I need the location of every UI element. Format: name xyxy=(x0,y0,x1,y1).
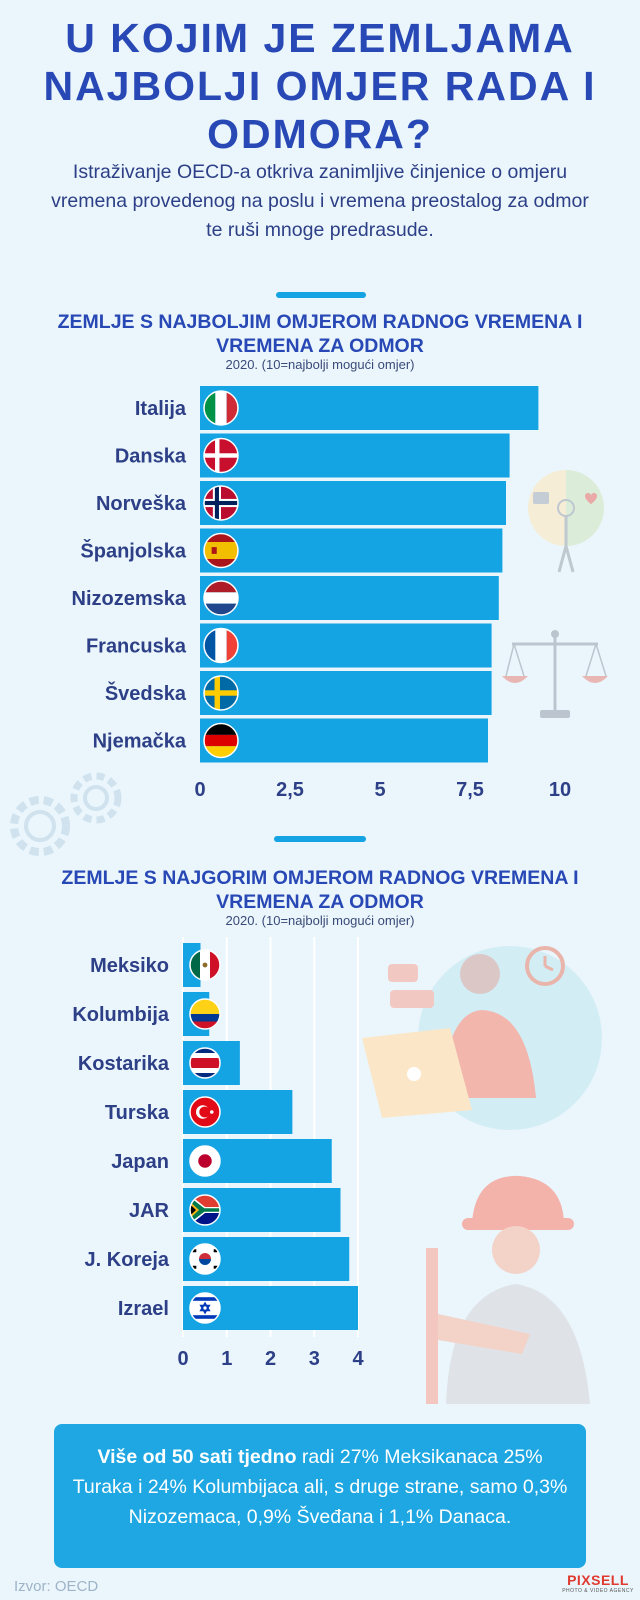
logo-tagline: PHOTO & VIDEO AGENCY xyxy=(562,1588,634,1594)
bottom-fact-text: radi 27% Meksikanaca 25% Turaka i 24% Ko… xyxy=(72,1446,568,1528)
chart2-subtitle: 2020. (10=najbolji mogući omjer) xyxy=(225,913,415,928)
flag-de-icon xyxy=(204,723,238,758)
category-label: Nizozemska xyxy=(72,588,187,610)
flag-it-icon xyxy=(204,391,238,425)
flag-kr-icon xyxy=(190,1244,220,1274)
chart2-title: ZEMLJE S NAJGORIM OMJEROM RADNOG VREMENA… xyxy=(61,867,579,913)
flag-nl-icon xyxy=(204,581,238,615)
category-label: Italija xyxy=(135,398,187,420)
x-tick-label: 0 xyxy=(177,1348,188,1370)
category-label: Kostarika xyxy=(78,1053,170,1075)
x-tick-label: 1 xyxy=(221,1348,232,1370)
bottom-fact-box: Više od 50 sati tjedno radi 27% Meksikan… xyxy=(54,1424,586,1568)
source-label: Izvor: OECD xyxy=(14,1578,99,1595)
worst-ratio-chart: Meksiko Kolumbija Kostarika Turska Japan JAR J… xyxy=(72,937,364,1370)
flag-jp-icon xyxy=(190,1146,220,1176)
worker-laptop-illustration xyxy=(362,946,602,1130)
bottom-fact-bold: Više od 50 sati tjedno xyxy=(97,1446,297,1468)
category-label: Španjolska xyxy=(80,539,186,563)
category-label: Francuska xyxy=(86,636,187,658)
chart1-subtitle: 2020. (10=najbolji mogući omjer) xyxy=(225,357,415,372)
best-ratio-chart: Italija Danska Norveška Španjolska Nizozemsk… xyxy=(72,386,571,801)
gears-illustration xyxy=(10,772,122,856)
flag-co-icon xyxy=(190,999,220,1029)
flag-tr-icon xyxy=(190,1097,220,1127)
bar-nl xyxy=(200,576,499,620)
bar-es xyxy=(200,528,503,573)
category-label: Švedska xyxy=(105,681,187,705)
flag-il-icon xyxy=(190,1293,220,1323)
x-tick-label: 10 xyxy=(549,779,571,801)
x-tick-label: 0 xyxy=(194,779,205,801)
flag-es-icon xyxy=(204,533,238,568)
divider-middle xyxy=(274,836,366,842)
category-label: J. Koreja xyxy=(85,1249,170,1271)
x-tick-label: 2,5 xyxy=(276,779,304,801)
x-tick-label: 2 xyxy=(265,1348,276,1370)
flag-se-icon xyxy=(204,676,238,710)
x-tick-label: 5 xyxy=(374,779,385,801)
scales-illustration xyxy=(502,630,608,718)
category-label: JAR xyxy=(129,1200,170,1222)
category-label: Izrael xyxy=(118,1298,169,1320)
person-balance-illustration xyxy=(528,470,604,573)
category-label: Kolumbija xyxy=(72,1004,170,1026)
x-tick-label: 4 xyxy=(352,1348,364,1370)
flag-cr-icon xyxy=(190,1048,220,1078)
builder-illustration xyxy=(426,1175,590,1404)
bar-de xyxy=(200,718,488,763)
flag-za-icon xyxy=(190,1195,220,1225)
bar-se xyxy=(200,671,492,715)
category-label: Njemačka xyxy=(93,731,187,753)
bar-no xyxy=(200,481,506,525)
chart1-title: ZEMLJE S NAJBOLJIM OMJEROM RADNOG VREMEN… xyxy=(57,311,583,357)
logo-brand: PIXSELL xyxy=(567,1572,629,1588)
bar-it xyxy=(200,386,539,430)
flag-mx-icon xyxy=(190,950,220,980)
x-tick-label: 3 xyxy=(309,1348,320,1370)
flag-fr-icon xyxy=(204,628,238,663)
x-tick-label: 7,5 xyxy=(456,779,484,801)
bar-fr xyxy=(200,623,492,668)
flag-dk-icon xyxy=(204,438,238,473)
category-label: Japan xyxy=(111,1151,169,1173)
intro-text: Istraživanje OECD-a otkriva zanimljive č… xyxy=(51,161,589,241)
category-label: Meksiko xyxy=(90,955,169,977)
flag-no-icon xyxy=(204,486,238,520)
page-title: U KOJIM JE ZEMLJAMA NAJBOLJI OMJER RADA … xyxy=(43,15,597,157)
bar-dk xyxy=(200,433,510,478)
category-label: Danska xyxy=(115,446,187,468)
category-label: Turska xyxy=(105,1102,170,1124)
category-label: Norveška xyxy=(96,493,187,515)
divider-top xyxy=(276,292,366,298)
pixsell-logo: PIXSELL PHOTO & VIDEO AGENCY xyxy=(560,1572,636,1594)
